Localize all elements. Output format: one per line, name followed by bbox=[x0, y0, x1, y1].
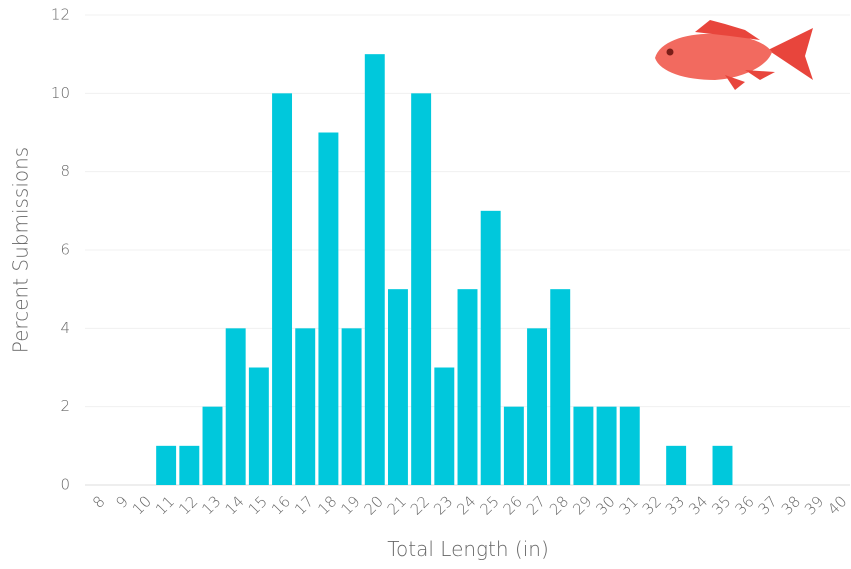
bar bbox=[156, 445, 177, 485]
y-axis-title: Percent Submissions bbox=[9, 147, 33, 353]
bar bbox=[596, 406, 617, 485]
bar bbox=[550, 289, 571, 485]
bar bbox=[364, 54, 385, 486]
bar bbox=[341, 328, 362, 485]
y-tick-label: 2 bbox=[60, 397, 70, 415]
bar bbox=[503, 406, 524, 485]
bar bbox=[573, 406, 594, 485]
y-tick-label: 8 bbox=[60, 162, 70, 180]
bar bbox=[712, 445, 733, 485]
y-tick-label: 6 bbox=[60, 241, 70, 259]
x-axis-title: Total Length (in) bbox=[387, 537, 549, 561]
bar bbox=[434, 367, 455, 485]
y-tick-label: 0 bbox=[60, 476, 70, 494]
x-tick-label: 40 bbox=[824, 492, 850, 518]
bar bbox=[480, 210, 501, 486]
bar bbox=[248, 367, 269, 485]
bar bbox=[295, 328, 316, 485]
bar bbox=[411, 93, 432, 485]
bar bbox=[527, 328, 548, 485]
x-tick-label: 8 bbox=[89, 492, 108, 511]
bar bbox=[619, 406, 640, 485]
fish-illustration bbox=[655, 20, 813, 90]
bar bbox=[666, 445, 687, 485]
y-tick-label: 12 bbox=[51, 6, 70, 24]
bar bbox=[202, 406, 223, 485]
x-tick-label: 9 bbox=[112, 492, 131, 511]
bar bbox=[225, 328, 246, 485]
bar bbox=[272, 93, 293, 485]
bar bbox=[179, 445, 200, 485]
bar bbox=[387, 289, 408, 485]
y-tick-label: 10 bbox=[51, 84, 70, 102]
bar bbox=[318, 132, 339, 485]
bar bbox=[457, 289, 478, 485]
y-tick-label: 4 bbox=[60, 319, 70, 337]
